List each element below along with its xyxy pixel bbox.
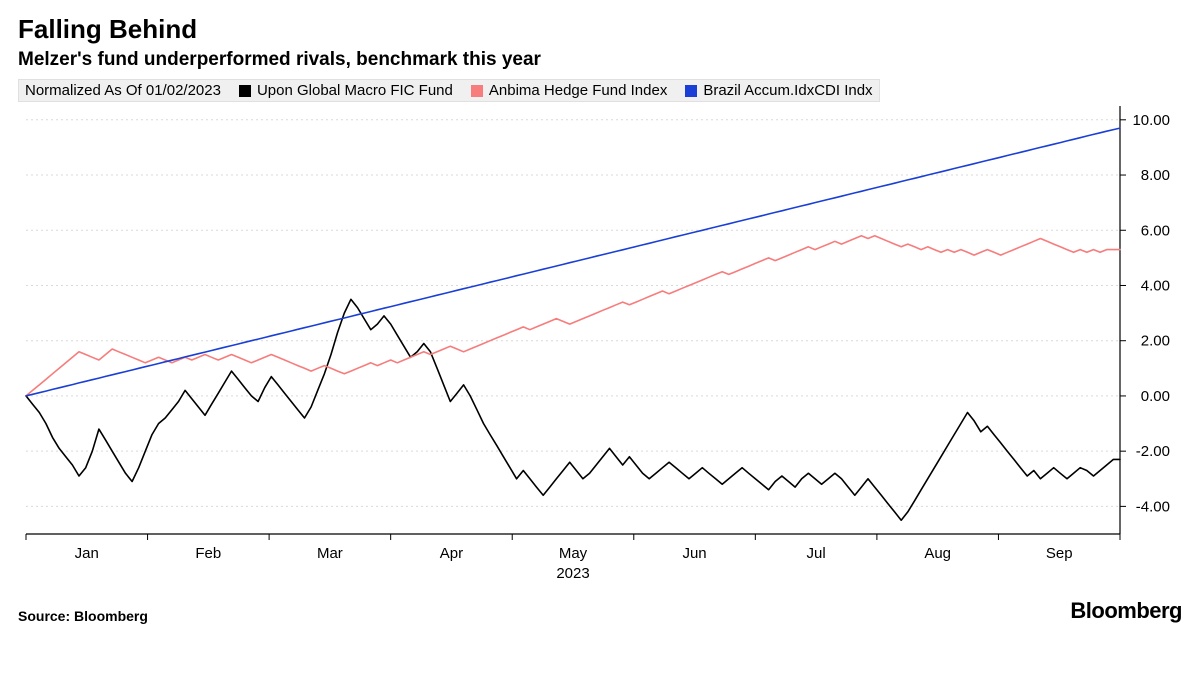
legend: Normalized As Of 01/02/2023 Upon Global … <box>18 79 880 102</box>
svg-text:Jul: Jul <box>807 545 826 562</box>
svg-text:Sep: Sep <box>1046 545 1073 562</box>
chart-area: -4.00 -2.00 0.00 2.00 4.00 6.00 8.00 10.00 Jan Fe… <box>18 102 1182 592</box>
legend-swatch <box>471 85 483 97</box>
svg-text:Feb: Feb <box>195 545 221 562</box>
legend-item: Upon Global Macro FIC Fund <box>239 82 453 99</box>
line-chart: -4.00 -2.00 0.00 2.00 4.00 6.00 8.00 10.00 Jan Fe… <box>18 102 1182 592</box>
svg-text:Mar: Mar <box>317 545 343 562</box>
svg-text:Aug: Aug <box>924 545 951 562</box>
svg-text:0.00: 0.00 <box>1141 388 1170 405</box>
svg-text:8.00: 8.00 <box>1141 167 1170 184</box>
legend-label: Brazil Accum.IdxCDI Indx <box>703 82 872 99</box>
legend-label: Upon Global Macro FIC Fund <box>257 82 453 99</box>
svg-text:-2.00: -2.00 <box>1136 443 1170 460</box>
legend-label: Anbima Hedge Fund Index <box>489 82 667 99</box>
svg-text:4.00: 4.00 <box>1141 277 1170 294</box>
svg-text:May: May <box>559 545 588 562</box>
svg-text:6.00: 6.00 <box>1141 222 1170 239</box>
svg-text:Jan: Jan <box>75 545 99 562</box>
chart-title: Falling Behind <box>18 14 1182 45</box>
normalized-label: Normalized As Of 01/02/2023 <box>25 82 221 99</box>
svg-text:Jun: Jun <box>682 545 706 562</box>
legend-swatch <box>239 85 251 97</box>
legend-item: Brazil Accum.IdxCDI Indx <box>685 82 872 99</box>
legend-swatch <box>685 85 697 97</box>
brand-logo: Bloomberg <box>1070 598 1182 624</box>
source-label: Source: Bloomberg <box>18 608 148 624</box>
legend-item: Anbima Hedge Fund Index <box>471 82 667 99</box>
svg-text:2023: 2023 <box>556 565 589 582</box>
svg-text:10.00: 10.00 <box>1132 112 1170 129</box>
chart-subtitle: Melzer's fund underperformed rivals, ben… <box>18 49 1182 71</box>
svg-text:-4.00: -4.00 <box>1136 498 1170 515</box>
svg-text:Apr: Apr <box>440 545 463 562</box>
svg-text:2.00: 2.00 <box>1141 333 1170 350</box>
